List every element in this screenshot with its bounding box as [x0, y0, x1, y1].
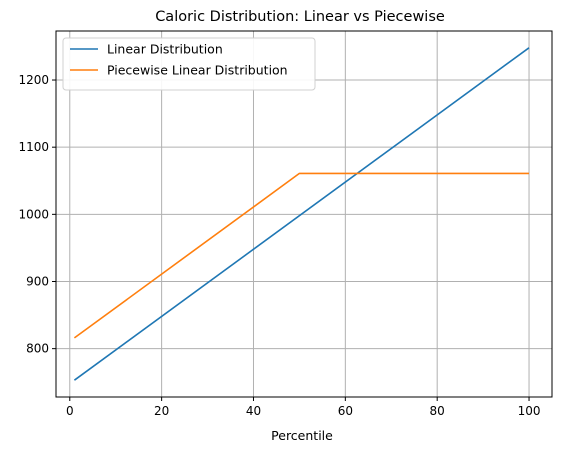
x-tick-label: 100 — [518, 404, 541, 418]
y-tick-label: 1200 — [18, 73, 49, 87]
legend-label: Piecewise Linear Distribution — [107, 63, 288, 78]
x-tick-label: 0 — [66, 404, 74, 418]
y-tick-label: 900 — [26, 274, 49, 288]
x-tick-label: 60 — [338, 404, 353, 418]
x-tick-label: 20 — [154, 404, 169, 418]
legend: Linear Distribution Piecewise Linear Dist… — [62, 37, 316, 91]
series-layer — [73, 47, 530, 381]
x-tick-label: 40 — [246, 404, 261, 418]
series-line-2 — [73, 172, 529, 339]
y-tick-label: 1000 — [18, 207, 49, 221]
legend-label: Linear Distribution — [107, 42, 223, 57]
axis-ticks: 0 20 40 60 80 100 800 900 1000 1100 1200 — [18, 73, 540, 418]
series-line-1 — [73, 47, 530, 381]
legend-box — [62, 37, 316, 91]
x-axis-label: Percentile — [271, 428, 333, 443]
x-tick-label: 80 — [430, 404, 445, 418]
y-tick-label: 1100 — [18, 140, 49, 154]
y-tick-label: 800 — [26, 342, 49, 356]
chart-title: Caloric Distribution: Linear vs Piecewis… — [155, 9, 445, 25]
